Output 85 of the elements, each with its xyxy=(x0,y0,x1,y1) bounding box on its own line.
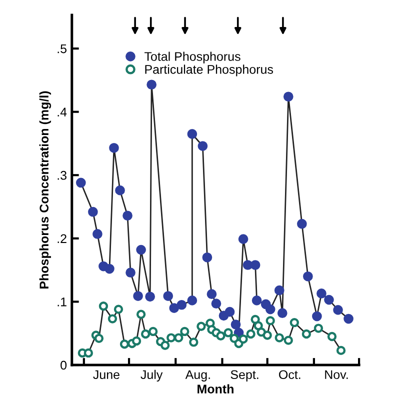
point xyxy=(262,330,272,340)
point xyxy=(140,329,150,339)
point xyxy=(336,346,346,356)
point xyxy=(274,285,284,296)
point xyxy=(333,305,343,315)
point xyxy=(230,320,241,330)
x-tick-label: July xyxy=(140,370,163,382)
point xyxy=(146,80,157,90)
x-axis-title: Month xyxy=(198,384,234,394)
point xyxy=(76,178,86,188)
point xyxy=(187,296,198,306)
point xyxy=(94,334,104,343)
point xyxy=(180,326,190,336)
x-tick-label: Sept. xyxy=(230,370,258,382)
point xyxy=(277,308,288,318)
point xyxy=(136,310,146,319)
point xyxy=(115,185,125,196)
point xyxy=(122,210,132,221)
point xyxy=(98,302,108,311)
legend-label: Particulate Phosphorus xyxy=(145,64,274,76)
point xyxy=(126,268,136,278)
point xyxy=(274,333,284,342)
point xyxy=(169,303,180,313)
point xyxy=(312,311,322,322)
y-tick-label: .2 xyxy=(58,234,66,243)
point xyxy=(145,292,155,302)
point xyxy=(327,332,337,342)
y-tick-label: 0 xyxy=(60,360,67,370)
point xyxy=(196,322,206,331)
point xyxy=(265,304,276,314)
point xyxy=(224,328,233,338)
y-tick-label: .3 xyxy=(58,170,66,180)
point xyxy=(92,229,102,239)
point xyxy=(314,324,324,333)
point xyxy=(174,333,184,342)
point xyxy=(160,340,170,350)
y-tick-label: .5 xyxy=(58,44,67,54)
point xyxy=(324,294,334,305)
point xyxy=(166,333,176,342)
point xyxy=(250,314,260,324)
x-tick-label: Oct. xyxy=(279,370,300,380)
point xyxy=(88,206,98,217)
point xyxy=(250,260,260,270)
point xyxy=(316,288,326,298)
point xyxy=(283,92,294,102)
point xyxy=(303,271,313,282)
point xyxy=(290,318,299,328)
point xyxy=(189,338,198,347)
legend-label: Total Phosphorus xyxy=(144,52,240,64)
x-tick-label: Nov. xyxy=(325,370,348,380)
point xyxy=(187,129,198,139)
point xyxy=(302,329,312,339)
point xyxy=(284,336,293,345)
point xyxy=(246,329,256,339)
point xyxy=(224,306,235,317)
point xyxy=(266,316,275,326)
point xyxy=(120,340,130,349)
x-tick-label: June xyxy=(93,370,120,380)
point xyxy=(132,336,142,346)
point xyxy=(254,321,263,330)
point xyxy=(136,244,146,255)
point xyxy=(252,296,262,306)
x-tick-label: Aug. xyxy=(185,370,210,382)
point xyxy=(176,300,187,310)
point xyxy=(148,326,158,336)
point xyxy=(202,252,212,262)
point xyxy=(216,331,226,340)
point xyxy=(133,291,143,301)
point xyxy=(84,348,94,358)
point xyxy=(198,141,208,151)
point xyxy=(296,218,307,229)
point xyxy=(344,314,354,324)
point xyxy=(114,304,124,314)
point xyxy=(238,334,248,344)
point xyxy=(163,291,174,301)
y-tick-label: .1 xyxy=(58,298,66,306)
y-tick-label: .4 xyxy=(58,108,67,116)
point xyxy=(104,264,114,274)
point xyxy=(242,260,253,270)
y-axis-title: Phosphorus Concentration (mg/l) xyxy=(39,91,52,288)
point xyxy=(108,314,118,324)
point xyxy=(109,142,119,153)
point xyxy=(211,298,222,309)
point xyxy=(238,234,248,244)
point xyxy=(206,289,217,300)
